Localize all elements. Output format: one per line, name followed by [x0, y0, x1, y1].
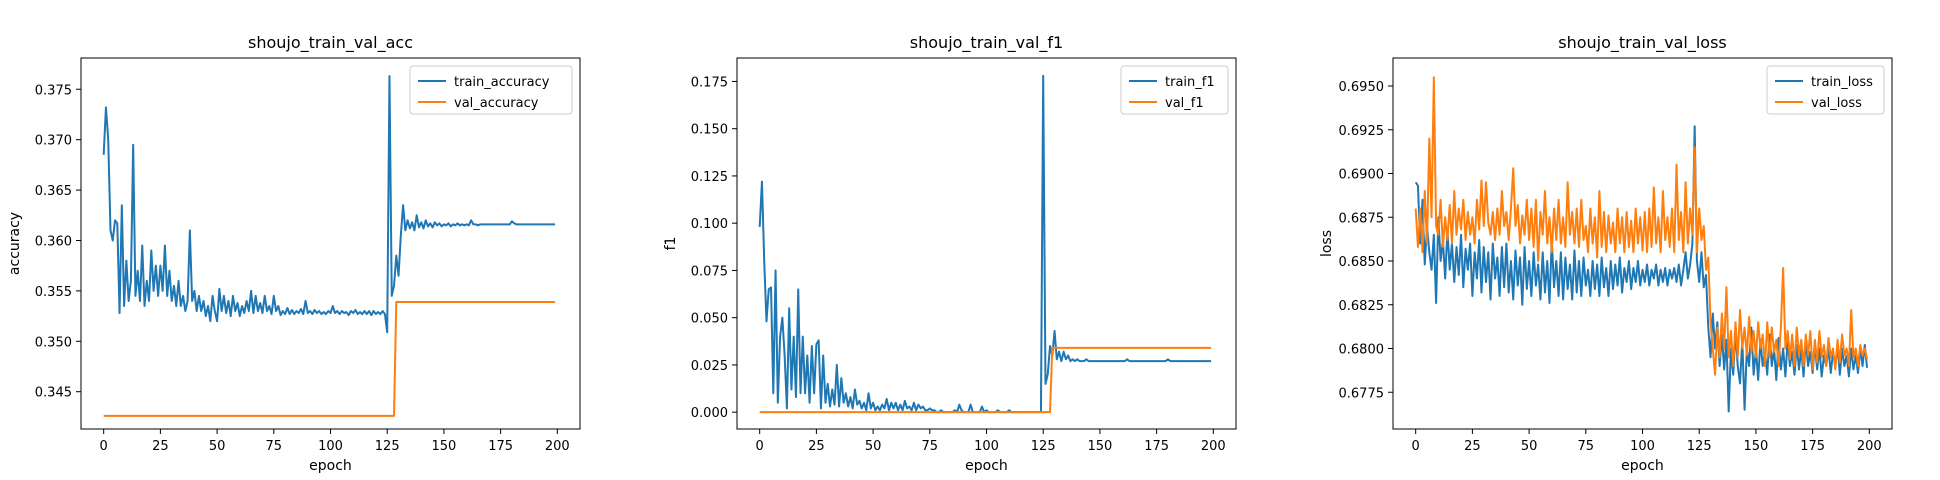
y-tick-label: 0.355 [35, 285, 72, 300]
x-axis-label: epoch [965, 458, 1008, 474]
legend-entry: val_f1 [1165, 96, 1204, 111]
series-line-val-loss [1414, 76, 1869, 376]
x-tick-label: 75 [922, 439, 939, 454]
x-tick-label: 200 [1201, 439, 1226, 454]
y-tick-label: 0.350 [35, 335, 72, 350]
y-tick-label: 0.100 [691, 217, 728, 232]
chart-title: shoujo_train_val_f1 [910, 33, 1063, 53]
legend-entry: val_loss [1811, 96, 1862, 111]
x-tick-label: 0 [1412, 439, 1420, 454]
y-tick-label: 0.075 [691, 264, 728, 279]
x-tick-label: 0 [756, 439, 764, 454]
x-tick-label: 50 [209, 439, 226, 454]
y-tick-label: 0.6825 [1339, 299, 1385, 314]
legend-box [409, 65, 573, 115]
chart-title: shoujo_train_val_acc [248, 33, 413, 53]
y-tick-label: 0.6850 [1339, 255, 1385, 270]
legend: train_f1 val_f1 [1120, 65, 1229, 115]
y-tick-label: 0.365 [35, 184, 72, 199]
y-tick-label: 0.375 [35, 83, 72, 98]
x-tick-label: 25 [808, 439, 825, 454]
x-axis-label: epoch [1621, 458, 1664, 474]
legend: train_loss val_loss [1766, 65, 1885, 115]
x-tick-label: 125 [1687, 439, 1712, 454]
x-tick-label: 25 [152, 439, 169, 454]
x-tick-label: 100 [318, 439, 343, 454]
series-line-train-accuracy [102, 75, 556, 334]
y-tick-label: 0.370 [35, 134, 72, 149]
x-tick-label: 175 [1800, 439, 1825, 454]
y-tick-label: 0.6775 [1339, 386, 1385, 401]
series-line-val-f1 [759, 346, 1212, 414]
series-line-val-accuracy [103, 300, 556, 417]
x-tick-label: 200 [545, 439, 570, 454]
chart-panel-1: shoujo_train_val_f1 0 25 50 75 100 125 150 175 20… [663, 33, 1237, 474]
y-tick-label: 0.050 [691, 312, 728, 327]
x-tick-label: 125 [375, 439, 400, 454]
legend-entry: train_accuracy [454, 75, 550, 90]
legend-entry: train_f1 [1165, 75, 1215, 90]
x-tick-label: 150 [1087, 439, 1112, 454]
y-tick-label: 0.6925 [1339, 124, 1385, 139]
y-tick-label: 0.6875 [1339, 211, 1385, 226]
x-tick-label: 200 [1857, 439, 1882, 454]
y-tick-label: 0.175 [691, 75, 728, 90]
legend: train_accuracy val_accuracy [409, 65, 573, 115]
x-tick-label: 75 [1578, 439, 1595, 454]
x-tick-label: 0 [100, 439, 108, 454]
series-line-train-loss [1414, 125, 1869, 413]
legend-entry: val_accuracy [454, 96, 539, 111]
x-tick-label: 100 [974, 439, 999, 454]
x-tick-label: 50 [1521, 439, 1538, 454]
y-axis-label: loss [1319, 230, 1335, 257]
y-tick-label: 0.360 [35, 234, 72, 249]
x-tick-label: 150 [1743, 439, 1768, 454]
x-tick-label: 175 [1144, 439, 1169, 454]
x-tick-label: 25 [1464, 439, 1481, 454]
y-tick-label: 0.000 [691, 406, 728, 421]
y-tick-label: 0.6800 [1339, 343, 1385, 358]
x-tick-label: 125 [1031, 439, 1056, 454]
legend-entry: train_loss [1811, 75, 1873, 90]
y-tick-label: 0.025 [691, 359, 728, 374]
x-tick-label: 75 [266, 439, 283, 454]
y-axis-label: accuracy [7, 212, 23, 275]
chart-panel-0: shoujo_train_val_acc 0 25 50 75 100 125 150 175 2… [7, 33, 581, 474]
y-tick-label: 0.150 [691, 123, 728, 138]
y-tick-label: 0.6900 [1339, 168, 1385, 183]
chart-title: shoujo_train_val_loss [1558, 33, 1727, 53]
x-tick-label: 175 [488, 439, 513, 454]
x-tick-label: 100 [1630, 439, 1655, 454]
y-tick-label: 0.6950 [1339, 80, 1385, 95]
x-tick-label: 150 [431, 439, 456, 454]
x-axis-label: epoch [309, 458, 352, 474]
x-tick-label: 50 [865, 439, 882, 454]
series-line-train-f1 [758, 74, 1212, 414]
y-tick-label: 0.345 [35, 386, 72, 401]
y-axis-label: f1 [663, 237, 679, 251]
y-tick-label: 0.125 [691, 170, 728, 185]
chart-panel-2: shoujo_train_val_loss 0 25 50 75 100 125 150 175… [1319, 33, 1893, 474]
